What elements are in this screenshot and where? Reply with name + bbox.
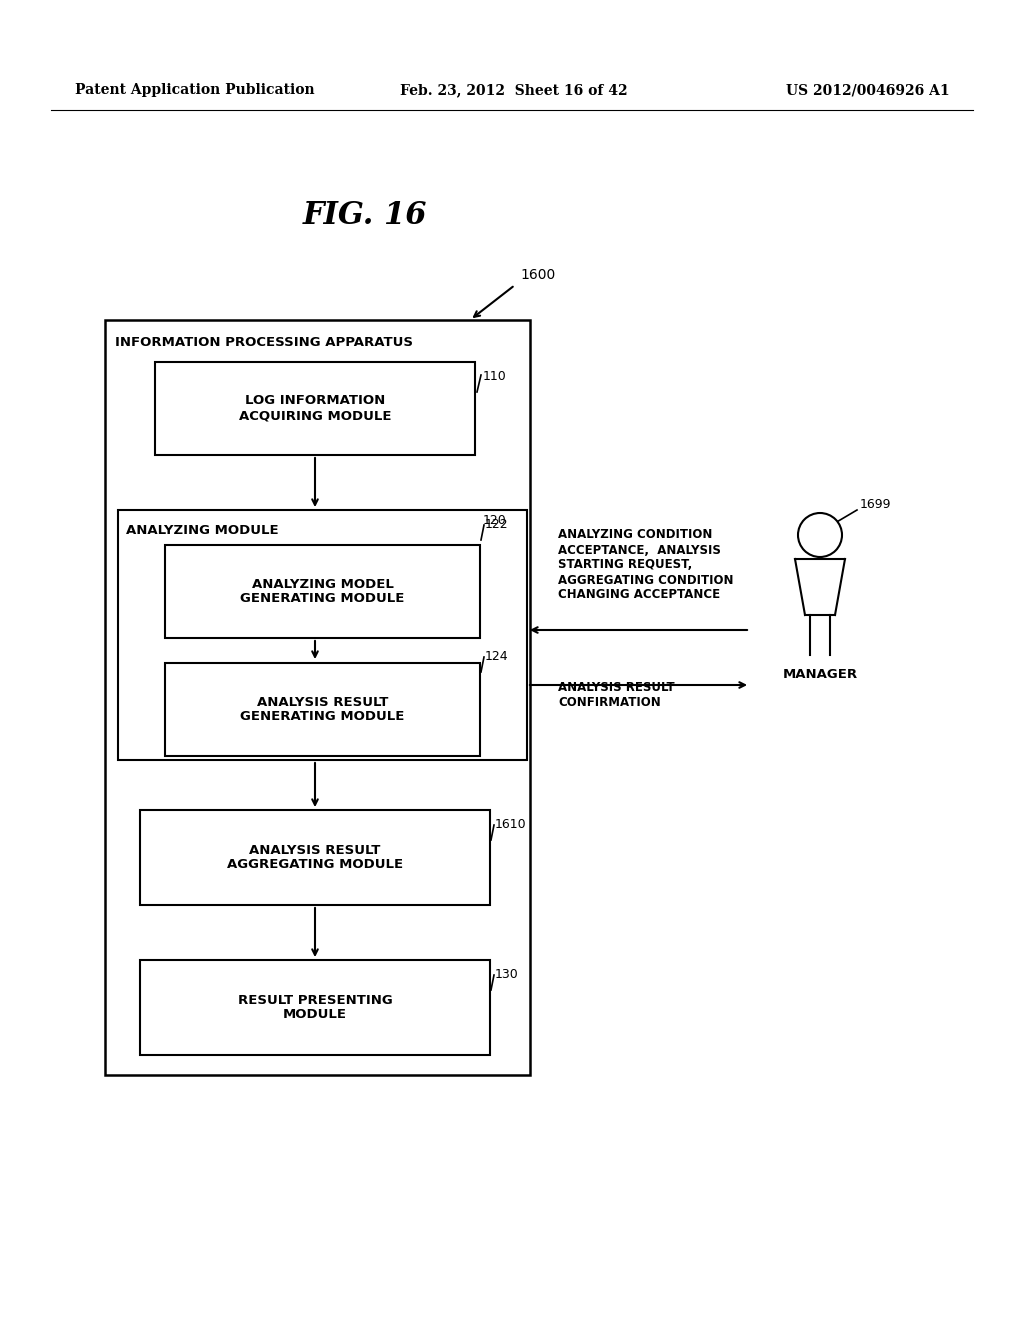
Bar — [155, 362, 475, 455]
Text: 1610: 1610 — [495, 818, 526, 832]
Text: US 2012/0046926 A1: US 2012/0046926 A1 — [786, 83, 950, 96]
Bar — [118, 510, 527, 760]
Text: MANAGER: MANAGER — [782, 668, 857, 681]
Text: Patent Application Publication: Patent Application Publication — [75, 83, 314, 96]
Text: 1699: 1699 — [860, 499, 892, 511]
Text: ANALYSIS RESULT
AGGREGATING MODULE: ANALYSIS RESULT AGGREGATING MODULE — [227, 843, 403, 871]
Text: ANALYZING MODULE: ANALYZING MODULE — [126, 524, 279, 536]
Text: 124: 124 — [485, 651, 509, 664]
Bar — [140, 960, 490, 1055]
Text: Feb. 23, 2012  Sheet 16 of 42: Feb. 23, 2012 Sheet 16 of 42 — [400, 83, 628, 96]
Bar — [140, 810, 490, 906]
Text: 120: 120 — [483, 513, 507, 527]
Text: 110: 110 — [483, 371, 507, 384]
Text: 1600: 1600 — [520, 268, 555, 282]
Bar — [165, 663, 480, 756]
Text: ANALYZING CONDITION
ACCEPTANCE,  ANALYSIS
STARTING REQUEST,
AGGREGATING CONDITIO: ANALYZING CONDITION ACCEPTANCE, ANALYSIS… — [558, 528, 733, 602]
Ellipse shape — [798, 513, 842, 557]
Text: LOG INFORMATION
ACQUIRING MODULE: LOG INFORMATION ACQUIRING MODULE — [239, 395, 391, 422]
Text: RESULT PRESENTING
MODULE: RESULT PRESENTING MODULE — [238, 994, 392, 1022]
Text: ANALYSIS RESULT
CONFIRMATION: ANALYSIS RESULT CONFIRMATION — [558, 681, 675, 709]
Text: 122: 122 — [485, 519, 509, 532]
Text: ANALYSIS RESULT
GENERATING MODULE: ANALYSIS RESULT GENERATING MODULE — [241, 696, 404, 723]
Text: INFORMATION PROCESSING APPARATUS: INFORMATION PROCESSING APPARATUS — [115, 335, 413, 348]
Text: FIG. 16: FIG. 16 — [303, 199, 427, 231]
Text: 130: 130 — [495, 969, 519, 982]
Text: ANALYZING MODEL
GENERATING MODULE: ANALYZING MODEL GENERATING MODULE — [241, 578, 404, 606]
Bar — [105, 319, 530, 1074]
Bar — [165, 545, 480, 638]
